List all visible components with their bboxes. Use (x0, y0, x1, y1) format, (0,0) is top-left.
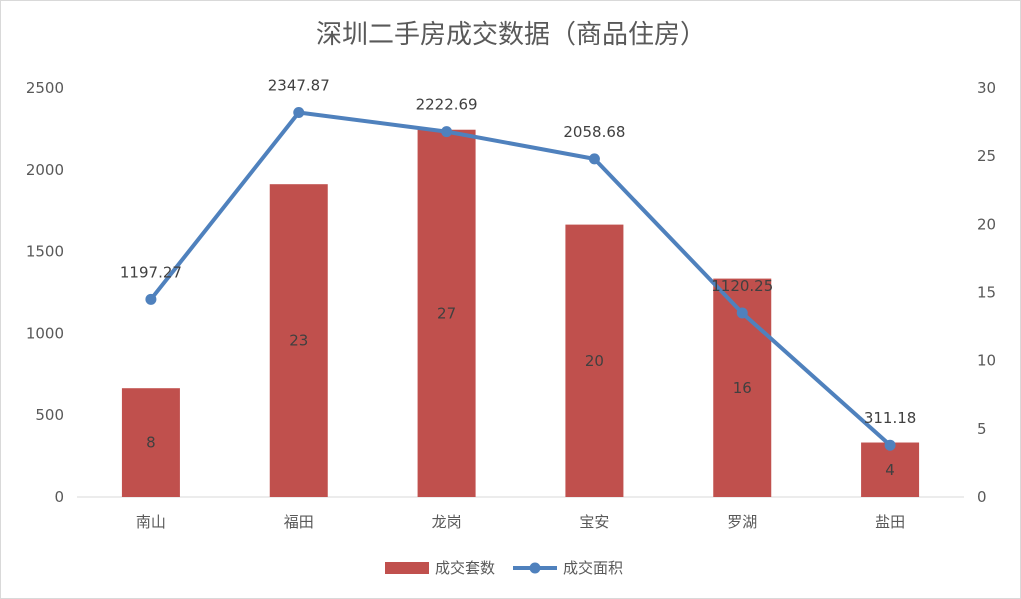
line-point (441, 126, 453, 138)
right-axis-tick-label: 5 (977, 420, 987, 438)
left-axis-tick-label: 1000 (26, 324, 64, 342)
axes: 0 500 1000 1500 2000 2500 0 5 10 15 20 25 30 南山 福田 龙岗 宝安… (26, 79, 996, 531)
line-path (148, 110, 893, 448)
right-axis-tick-label: 20 (977, 215, 996, 233)
legend-bar-swatch (385, 562, 429, 574)
bar-data-label: 27 (437, 304, 456, 322)
right-axis-tick-label: 15 (977, 284, 996, 302)
bar-data-label: 16 (733, 379, 752, 397)
left-axis-tick-label: 0 (54, 488, 64, 506)
line-data-label: 2347.87 (268, 77, 330, 95)
bar-data-label: 23 (289, 332, 308, 350)
data-labels: 8 23 27 20 16 4 1197.27 2347.87 2222.69 2058.68 11… (120, 77, 916, 479)
bar (121, 388, 180, 497)
bar (269, 184, 328, 498)
category-label: 宝安 (579, 513, 609, 531)
line-data-label: 1120.25 (711, 277, 773, 295)
line-point (736, 307, 748, 319)
line-data-label: 2058.68 (563, 123, 625, 141)
right-axis-tick-label: 10 (977, 352, 996, 370)
bar (861, 442, 920, 497)
line-point (293, 107, 305, 119)
legend: 成交套数 成交面积 (385, 559, 623, 577)
left-axis-tick-label: 1500 (26, 243, 64, 261)
left-axis-tick-label: 500 (35, 406, 64, 424)
category-label: 南山 (136, 513, 166, 531)
line-point (145, 293, 157, 305)
line-data-label: 311.18 (864, 409, 917, 427)
category-label: 盐田 (875, 513, 905, 531)
bar-data-label: 20 (585, 352, 604, 370)
category-label: 罗湖 (727, 513, 757, 531)
bar-data-label: 4 (885, 461, 895, 479)
legend-line-marker (529, 562, 541, 574)
chart-title: 深圳二手房成交数据（商品住房） (316, 20, 706, 50)
legend-label: 成交面积 (563, 559, 623, 577)
bar-data-label: 8 (146, 434, 156, 452)
right-axis-tick-label: 30 (977, 79, 996, 97)
left-axis-tick-label: 2000 (26, 161, 64, 179)
bar (417, 129, 476, 497)
line-point (588, 153, 600, 165)
line-data-label: 2222.69 (416, 96, 478, 114)
line-series (145, 107, 896, 451)
category-label: 福田 (284, 513, 314, 531)
right-axis-tick-label: 25 (977, 147, 996, 165)
right-axis-tick-label: 0 (977, 488, 987, 506)
category-label: 龙岗 (432, 513, 462, 531)
bar (565, 224, 624, 497)
line-data-label: 1197.27 (120, 263, 182, 281)
line-point (884, 439, 896, 451)
left-axis-tick-label: 2500 (26, 79, 64, 97)
legend-label: 成交套数 (435, 559, 495, 577)
bar-series (121, 129, 920, 498)
